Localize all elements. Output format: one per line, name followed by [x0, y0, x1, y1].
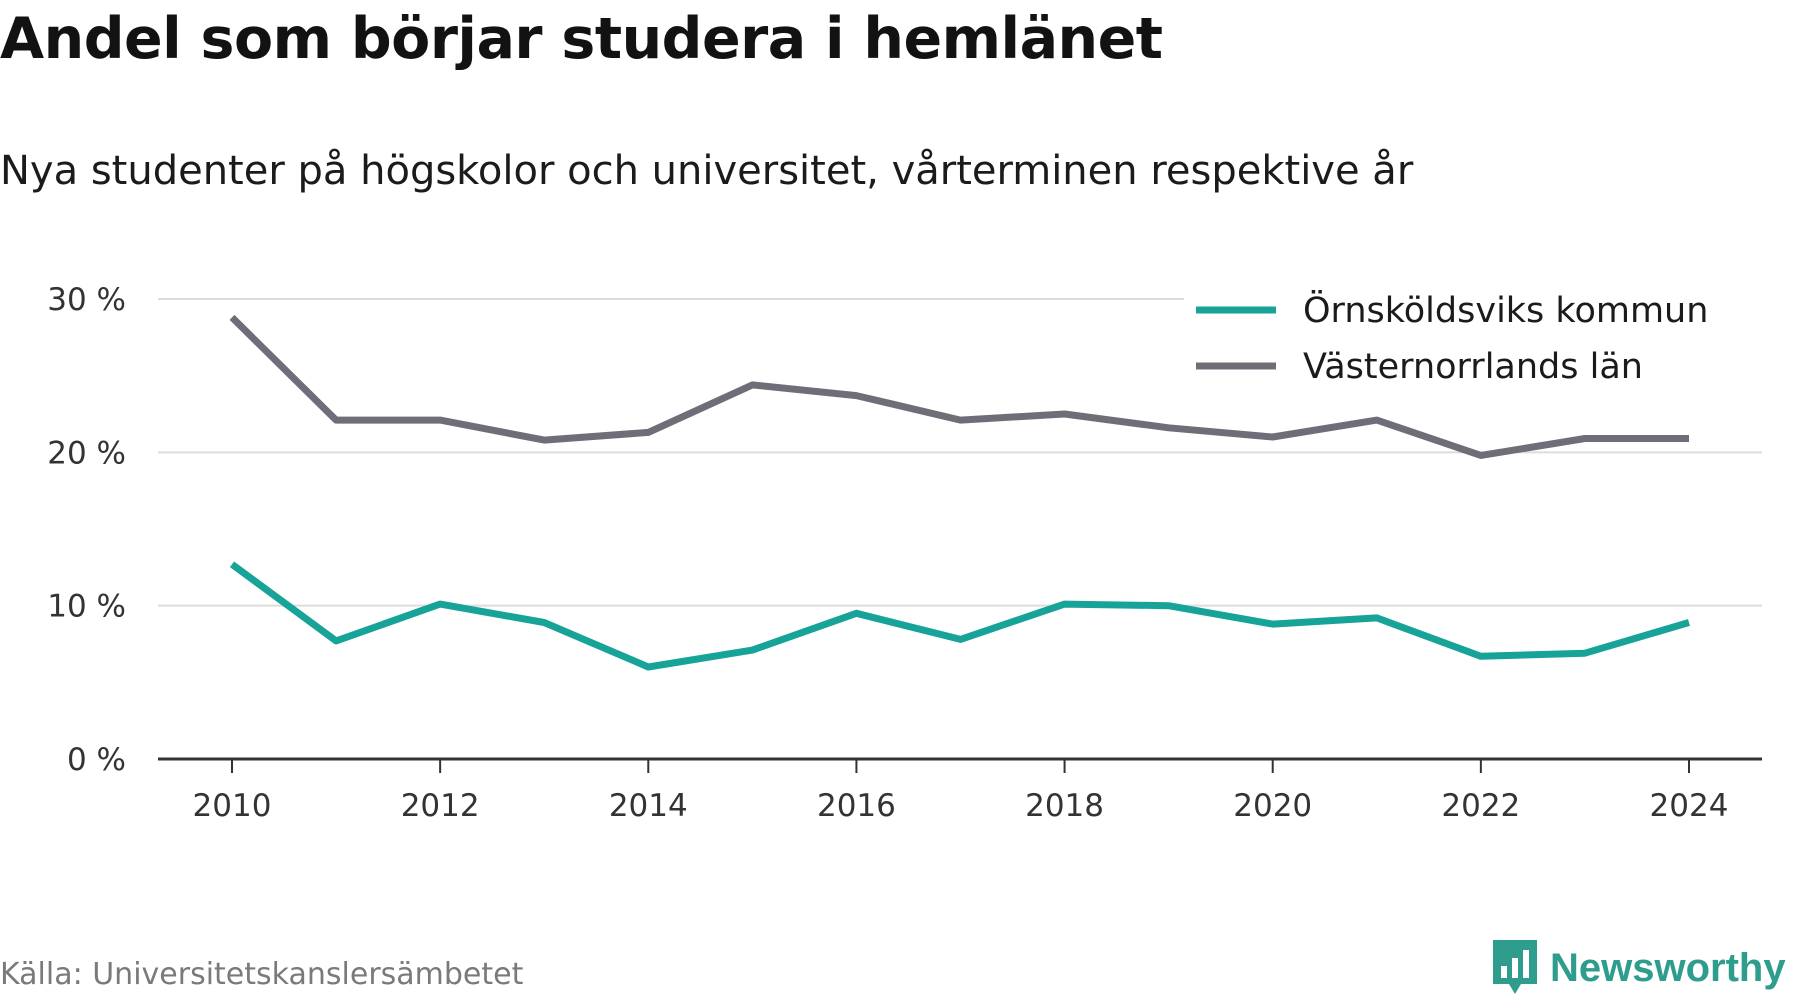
bar-chart-badge-icon	[1493, 940, 1537, 994]
brand-name: Newsworthy	[1550, 945, 1786, 990]
y-tick-label: 10 %	[47, 589, 126, 625]
series-line-1	[229, 314, 1689, 459]
x-tick-label: 2020	[1233, 788, 1312, 824]
legend: Örnsköldsviks kommun Västernorrlands län	[1184, 284, 1762, 396]
chart-title: Andel som börjar studera i hemlänet	[0, 6, 1163, 72]
y-tick-label: 0 %	[67, 742, 126, 778]
legend-label: Örnsköldsviks kommun	[1303, 289, 1708, 331]
x-tick-label: 2022	[1441, 788, 1520, 824]
series-line-0	[229, 561, 1690, 671]
x-tick-label: 2018	[1025, 788, 1104, 824]
x-tick-label: 2010	[193, 788, 272, 824]
series-lines	[229, 314, 1690, 671]
source-note: Källa: Universitetskanslersämbetet	[0, 957, 524, 992]
x-tick-label: 2024	[1650, 788, 1729, 824]
brand-logo: Newsworthy	[1490, 938, 1786, 998]
y-tick-label: 30 %	[47, 282, 126, 318]
chart-subtitle: Nya studenter på högskolor och universit…	[0, 148, 1414, 194]
x-tick-label: 2016	[817, 788, 896, 824]
x-tick-label: 2012	[401, 788, 480, 824]
y-axis-labels: 0 % 10 % 20 % 30 %	[47, 282, 126, 778]
x-axis: 2010 2012 2014 2016 2018 2020 2022 2024	[158, 757, 1762, 824]
y-tick-label: 20 %	[47, 435, 126, 471]
legend-background	[1184, 284, 1762, 396]
line-chart: 0 % 10 % 20 % 30 % 2010 2012 2014 2016 2018 2020…	[47, 282, 1762, 824]
legend-label: Västernorrlands län	[1303, 347, 1643, 387]
x-tick-label: 2014	[609, 788, 688, 824]
